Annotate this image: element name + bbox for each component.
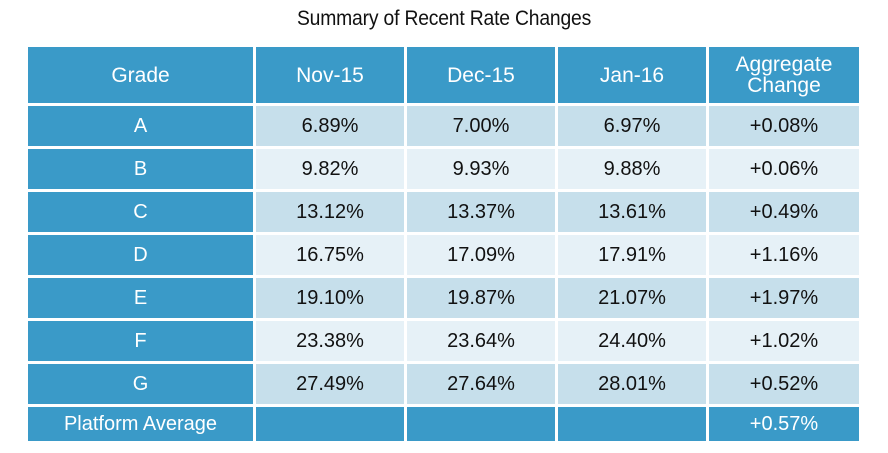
aggregate-cell: +0.49% [709,192,859,232]
nov-cell: 16.75% [256,235,404,275]
platform-average-label: Platform Average [28,407,253,441]
header-grade: Grade [28,47,253,103]
empty-cell [256,407,404,441]
empty-cell [407,407,555,441]
nov-cell: 6.89% [256,106,404,146]
grade-cell: B [28,149,253,189]
dec-cell: 17.09% [407,235,555,275]
aggregate-cell: +0.52% [709,364,859,404]
nov-cell: 13.12% [256,192,404,232]
rate-changes-table: Grade Nov-15 Dec-15 Jan-16 Aggregate Cha… [25,44,862,444]
grade-cell: F [28,321,253,361]
dec-cell: 9.93% [407,149,555,189]
header-jan-16: Jan-16 [558,47,706,103]
empty-cell [558,407,706,441]
grade-cell: A [28,106,253,146]
aggregate-cell: +1.16% [709,235,859,275]
jan-cell: 17.91% [558,235,706,275]
grade-cell: D [28,235,253,275]
dec-cell: 23.64% [407,321,555,361]
header-nov-15: Nov-15 [256,47,404,103]
jan-cell: 9.88% [558,149,706,189]
table-row: D 16.75% 17.09% 17.91% +1.16% [28,235,859,275]
table-row: A 6.89% 7.00% 6.97% +0.08% [28,106,859,146]
jan-cell: 13.61% [558,192,706,232]
nov-cell: 23.38% [256,321,404,361]
header-aggregate-change: Aggregate Change [709,47,859,103]
grade-cell: C [28,192,253,232]
table-row: B 9.82% 9.93% 9.88% +0.06% [28,149,859,189]
jan-cell: 24.40% [558,321,706,361]
table-title: Summary of Recent Rate Changes [296,7,592,30]
table-row: E 19.10% 19.87% 21.07% +1.97% [28,278,859,318]
table-row: G 27.49% 27.64% 28.01% +0.52% [28,364,859,404]
aggregate-cell: +1.02% [709,321,859,361]
nov-cell: 19.10% [256,278,404,318]
platform-average-value: +0.57% [709,407,859,441]
table-row: C 13.12% 13.37% 13.61% +0.49% [28,192,859,232]
platform-average-row: Platform Average +0.57% [28,407,859,441]
aggregate-cell: +1.97% [709,278,859,318]
dec-cell: 13.37% [407,192,555,232]
aggregate-cell: +0.08% [709,106,859,146]
jan-cell: 6.97% [558,106,706,146]
aggregate-cell: +0.06% [709,149,859,189]
nov-cell: 27.49% [256,364,404,404]
grade-cell: E [28,278,253,318]
dec-cell: 27.64% [407,364,555,404]
header-dec-15: Dec-15 [407,47,555,103]
dec-cell: 19.87% [407,278,555,318]
table-row: F 23.38% 23.64% 24.40% +1.02% [28,321,859,361]
nov-cell: 9.82% [256,149,404,189]
jan-cell: 28.01% [558,364,706,404]
dec-cell: 7.00% [407,106,555,146]
header-row: Grade Nov-15 Dec-15 Jan-16 Aggregate Cha… [28,47,859,103]
jan-cell: 21.07% [558,278,706,318]
grade-cell: G [28,364,253,404]
